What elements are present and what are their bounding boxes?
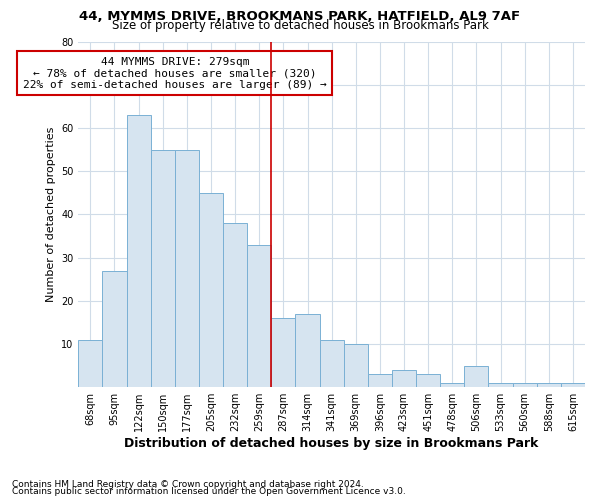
Bar <box>271 318 295 387</box>
Text: 44 MYMMS DRIVE: 279sqm
← 78% of detached houses are smaller (320)
22% of semi-de: 44 MYMMS DRIVE: 279sqm ← 78% of detached… <box>23 56 326 90</box>
Text: Size of property relative to detached houses in Brookmans Park: Size of property relative to detached ho… <box>112 19 488 32</box>
Text: Contains public sector information licensed under the Open Government Licence v3: Contains public sector information licen… <box>12 487 406 496</box>
Bar <box>344 344 368 387</box>
Bar <box>295 314 320 387</box>
Bar <box>512 383 537 387</box>
Bar <box>247 244 271 387</box>
Bar <box>416 374 440 387</box>
Text: Contains HM Land Registry data © Crown copyright and database right 2024.: Contains HM Land Registry data © Crown c… <box>12 480 364 489</box>
Bar <box>199 192 223 387</box>
Bar <box>537 383 561 387</box>
Bar <box>440 383 464 387</box>
Bar <box>464 366 488 387</box>
Bar <box>151 150 175 387</box>
Text: 44, MYMMS DRIVE, BROOKMANS PARK, HATFIELD, AL9 7AF: 44, MYMMS DRIVE, BROOKMANS PARK, HATFIEL… <box>79 10 521 23</box>
Bar <box>175 150 199 387</box>
Bar <box>127 115 151 387</box>
Bar <box>223 223 247 387</box>
Bar <box>320 340 344 387</box>
Bar <box>368 374 392 387</box>
Bar <box>103 270 127 387</box>
Y-axis label: Number of detached properties: Number of detached properties <box>46 126 56 302</box>
Bar <box>79 340 103 387</box>
Bar <box>392 370 416 387</box>
Bar <box>561 383 585 387</box>
Bar <box>488 383 512 387</box>
X-axis label: Distribution of detached houses by size in Brookmans Park: Distribution of detached houses by size … <box>124 437 539 450</box>
